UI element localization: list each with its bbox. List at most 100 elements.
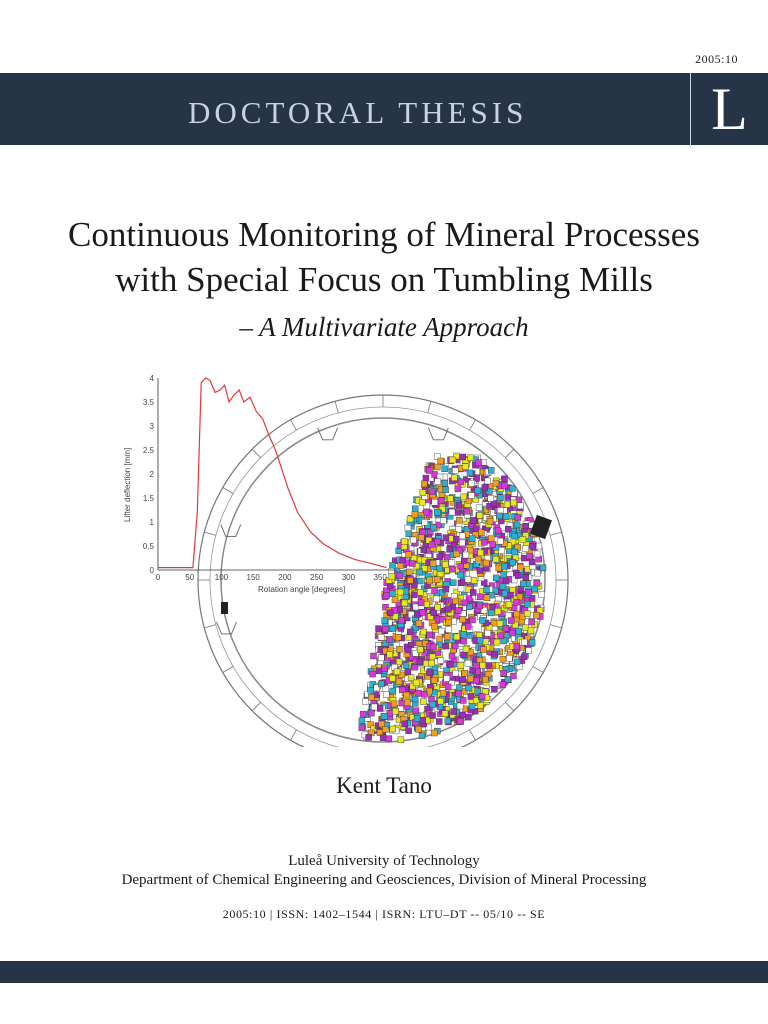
charge-particle: [501, 590, 509, 598]
ring-tick: [469, 419, 476, 431]
title-line-2: with Special Focus on Tumbling Mills: [115, 260, 653, 299]
charge-particle: [493, 638, 501, 646]
charge-particle: [459, 453, 466, 461]
charge-particle: [412, 707, 420, 714]
charge-particle: [438, 627, 445, 635]
sensor-block-left: [221, 602, 228, 614]
charge-particle: [368, 709, 375, 717]
header-banner: DOCTORAL THESIS L: [0, 73, 768, 145]
charge-particle: [525, 647, 532, 654]
charge-particle: [391, 596, 399, 603]
charge-particle: [474, 555, 482, 563]
charge-particle: [389, 625, 396, 632]
charge-particle: [502, 625, 510, 632]
charge-particle: [528, 639, 536, 646]
ring-tick: [427, 401, 432, 413]
plot-x-tick-label: 0: [156, 573, 161, 582]
charge-particle: [389, 590, 396, 597]
charge-particle: [483, 586, 490, 594]
charge-particle: [393, 668, 401, 675]
charge-particle: [457, 562, 464, 570]
charge-particle: [501, 482, 508, 490]
charge-particle: [528, 618, 535, 626]
charge-particle: [431, 729, 438, 737]
charge-particle: [388, 573, 396, 581]
charge-particle: [399, 686, 406, 694]
plot-x-tick-label: 200: [278, 573, 292, 582]
charge-particle: [511, 533, 518, 540]
charge-particle: [454, 485, 462, 493]
charge-particle: [412, 650, 419, 657]
charge-particle: [381, 617, 388, 624]
charge-particle: [382, 603, 389, 611]
charge-particle: [468, 479, 475, 487]
plot-y-tick-label: 0.5: [143, 542, 155, 551]
charge-particle: [370, 652, 377, 660]
charge-particle: [415, 726, 422, 733]
charge-particle: [383, 592, 390, 599]
charge-particle: [417, 646, 424, 653]
charge-particle: [451, 474, 458, 481]
charge-particle: [436, 553, 443, 561]
charge-particle: [533, 611, 540, 619]
charge-particle: [405, 646, 412, 654]
banner-divider: [690, 73, 691, 145]
charge-particle: [497, 537, 504, 545]
charge-particle: [457, 662, 465, 669]
charge-particle: [470, 577, 478, 584]
ring-tick: [550, 531, 562, 536]
title-line-1: Continuous Monitoring of Mineral Process…: [68, 215, 700, 254]
charge-particle: [415, 620, 423, 627]
lifter: [220, 524, 242, 538]
charge-particle: [455, 501, 463, 509]
lifter: [317, 427, 339, 441]
charge-particle: [460, 651, 467, 658]
charge-particle: [520, 653, 528, 660]
charge-particle: [444, 683, 452, 691]
charge-particle: [513, 521, 521, 529]
charge-particle: [513, 658, 521, 666]
charge-particle: [378, 654, 385, 661]
charge-particle: [445, 619, 452, 626]
charge-particle: [476, 567, 484, 574]
charge-particle: [383, 691, 390, 698]
charge-particle: [440, 517, 447, 524]
charge-particle: [504, 494, 511, 501]
charge-particle: [397, 588, 404, 596]
charge-particle: [441, 465, 448, 473]
charge-particle: [389, 675, 396, 682]
charge-particle: [453, 536, 460, 543]
charge-particle: [467, 693, 475, 700]
charge-particle: [449, 456, 456, 464]
charge-particle: [505, 525, 512, 533]
plot-x-tick-label: 300: [342, 573, 356, 582]
charge-particle: [509, 629, 516, 637]
charge-particle: [491, 686, 498, 693]
ring-tick: [532, 487, 544, 494]
ring-tick: [469, 729, 476, 741]
charge-particle: [421, 480, 428, 488]
charge-particle: [448, 508, 456, 516]
charge-particle: [510, 499, 517, 507]
charge-particle: [376, 705, 384, 712]
charge-particle: [428, 659, 435, 667]
charge-particle: [522, 523, 529, 530]
charge-particle: [449, 565, 456, 573]
charge-particle: [524, 600, 531, 608]
charge-particle: [434, 453, 441, 460]
charge-particle: [390, 700, 398, 708]
charge-particle: [429, 712, 436, 719]
charge-particle: [464, 660, 472, 667]
charge-particle: [460, 631, 467, 638]
charge-particle: [389, 725, 396, 733]
charge-particle: [500, 670, 507, 677]
charge-particle: [483, 559, 490, 567]
ring-tick: [290, 729, 297, 741]
charge-particle: [452, 467, 459, 474]
charge-particle: [472, 496, 480, 503]
charge-particle: [466, 603, 473, 611]
charge-particle: [460, 493, 467, 501]
charge-particle: [510, 672, 517, 680]
charge-particle: [457, 478, 465, 486]
charge-particle: [501, 475, 508, 483]
